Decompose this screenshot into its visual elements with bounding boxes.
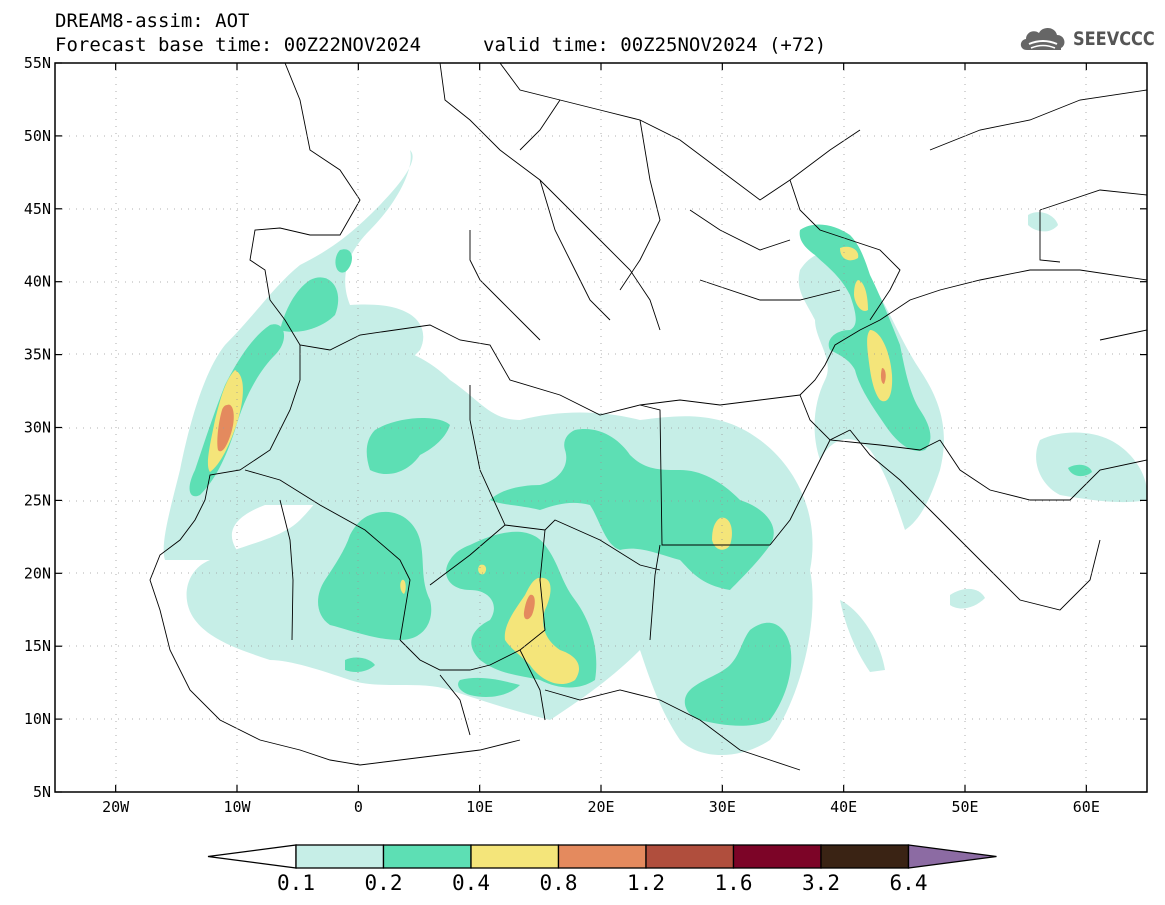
- lat-tick-label: 5N: [33, 783, 51, 801]
- country-borders: [149, 63, 1147, 771]
- lat-tick-label: 25N: [24, 491, 51, 509]
- cloud-icon: [1020, 27, 1065, 50]
- longitude-axis: 20W 10W 0 10E 20E 30E 40E 50E 60E: [102, 63, 1100, 816]
- colorbar-level-label: 0.1: [277, 871, 315, 895]
- colorbar-segment: [557, 844, 647, 869]
- lat-tick-label: 45N: [24, 200, 51, 218]
- colorbar-segment: [732, 844, 822, 869]
- grid-lines: [55, 63, 1147, 792]
- colorbar-level-label: 6.4: [890, 871, 928, 895]
- colorbar-segment: [470, 844, 560, 869]
- seevccc-logo: SEEVCCC: [1017, 24, 1165, 54]
- lon-tick-label: 0: [354, 798, 363, 816]
- lon-tick-label: 50E: [951, 798, 978, 816]
- forecast-time-line: Forecast base time: 00Z22NOV2024 valid ti…: [55, 34, 826, 56]
- lon-tick-label: 60E: [1073, 798, 1100, 816]
- colorbar-low-arrow: [207, 844, 297, 869]
- lat-tick-label: 20N: [24, 564, 51, 582]
- colorbar-level-label: 1.2: [627, 871, 665, 895]
- lat-tick-label: 55N: [24, 54, 51, 72]
- aot-field: [163, 150, 1147, 755]
- lon-tick-label: 20E: [587, 798, 614, 816]
- colorbar-level-label: 3.2: [802, 871, 840, 895]
- colorbar-level-label: 1.6: [715, 871, 753, 895]
- lat-tick-label: 35N: [24, 346, 51, 364]
- colorbar-level-label: 0.2: [365, 871, 403, 895]
- logo-text: SEEVCCC: [1073, 28, 1155, 50]
- lon-tick-label: 40E: [830, 798, 857, 816]
- lat-tick-label: 10N: [24, 710, 51, 728]
- colorbar-segment: [645, 844, 735, 869]
- lat-tick-label: 30N: [24, 419, 51, 437]
- aot-level-0.8: [217, 368, 886, 620]
- lat-tick-label: 40N: [24, 273, 51, 291]
- colorbar-high-arrow: [907, 844, 997, 869]
- lon-tick-label: 10W: [223, 798, 251, 816]
- colorbar-segment: [295, 844, 385, 869]
- map-title: DREAM8-assim: AOT: [55, 10, 250, 32]
- base-time: Forecast base time: 00Z22NOV2024: [55, 34, 422, 56]
- colorbar-segment: [382, 844, 472, 869]
- colorbar-segment: [820, 844, 910, 869]
- colorbar-level-label: 0.4: [452, 871, 490, 895]
- lon-tick-label: 20W: [102, 798, 130, 816]
- colorbar-legend: 0.1 0.2 0.4 0.8 1.2 1.6 3.2 6.4: [207, 844, 997, 895]
- lat-tick-label: 15N: [24, 637, 51, 655]
- lon-tick-label: 10E: [466, 798, 493, 816]
- lat-tick-label: 50N: [24, 127, 51, 145]
- lon-tick-label: 30E: [709, 798, 736, 816]
- latitude-axis: 55N 50N 45N 40N 35N 30N 25N 20N 15N 10N 5N: [24, 54, 1147, 801]
- colorbar-level-label: 0.8: [540, 871, 578, 895]
- valid-time: valid time: 00Z25NOV2024 (+72): [483, 34, 827, 56]
